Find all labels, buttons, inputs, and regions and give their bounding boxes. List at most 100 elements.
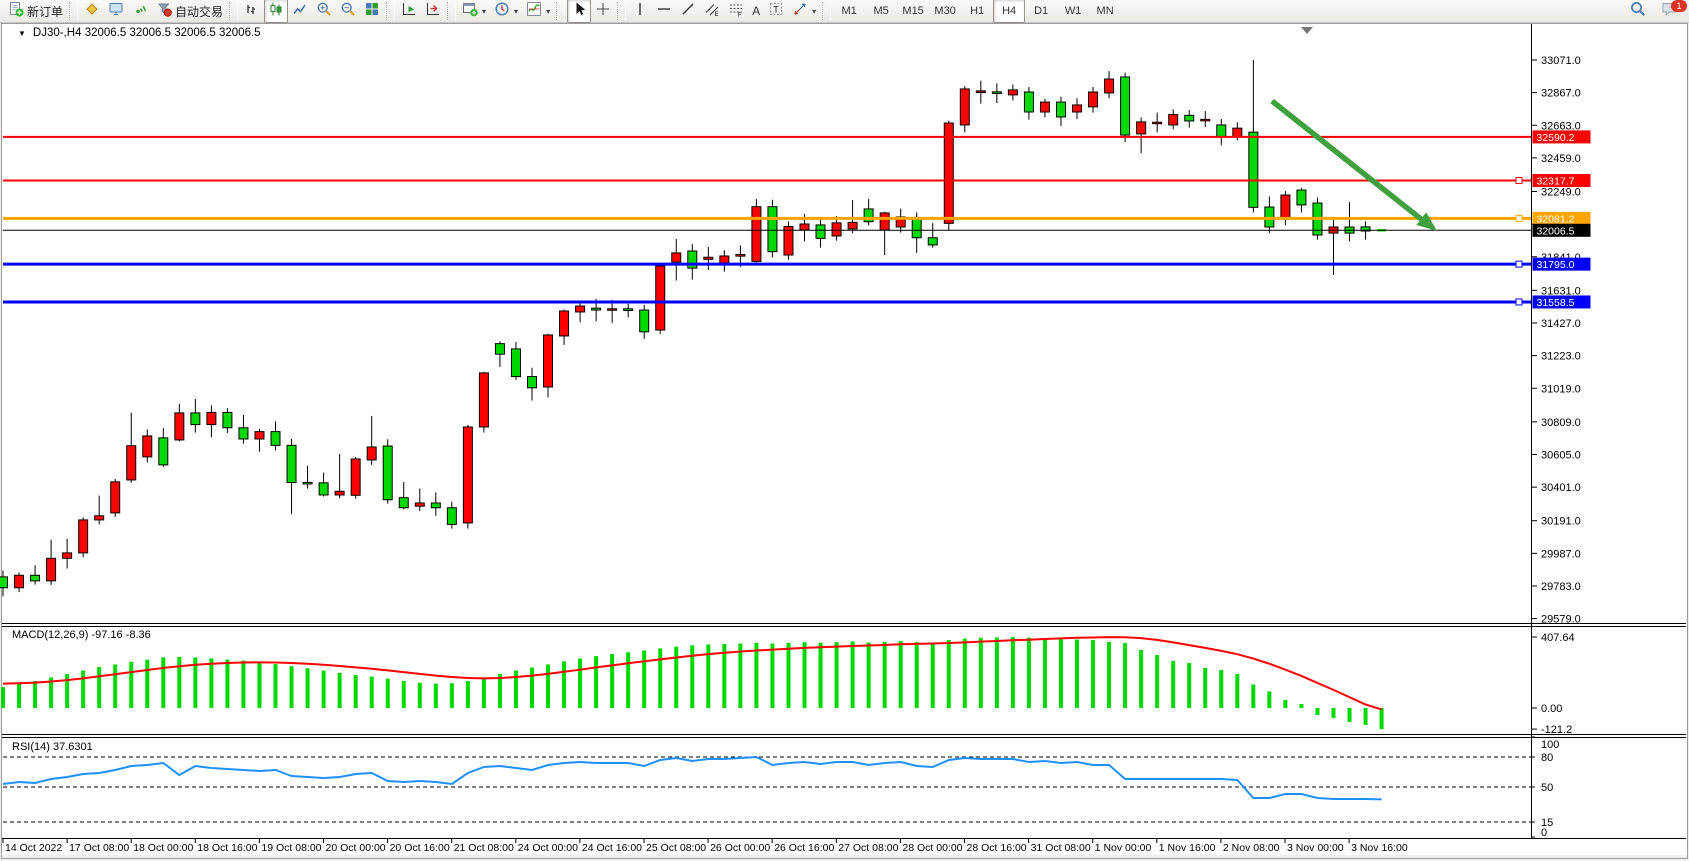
candlestick-chart-button[interactable] <box>264 0 289 23</box>
auto-trading-label: 自动交易 <box>175 4 224 19</box>
price-badge <box>1532 174 1591 188</box>
arrows-tool-button[interactable]: ▾ <box>788 0 820 23</box>
hline-handle[interactable] <box>1515 260 1523 268</box>
auto-trading-button[interactable]: 自动交易 <box>152 0 227 23</box>
svg-text:T: T <box>773 4 779 14</box>
svg-text:30605.0: 30605.0 <box>1541 449 1581 461</box>
chart-shift-button[interactable] <box>421 0 445 23</box>
svg-text:30401.0: 30401.0 <box>1541 482 1581 494</box>
timeframe-button-M5[interactable]: M5 <box>873 5 889 17</box>
trendline-tool-button[interactable] <box>676 0 700 23</box>
auto-scroll-icon <box>401 1 417 22</box>
text-label-tool-button[interactable]: T <box>764 0 788 23</box>
hline-handle[interactable] <box>1515 214 1523 222</box>
svg-text:33071.0: 33071.0 <box>1541 55 1581 67</box>
web-terminal-button[interactable] <box>104 0 128 23</box>
tile-windows-button[interactable] <box>360 0 384 23</box>
bar-chart-icon <box>244 1 260 22</box>
time-axis[interactable]: 14 Oct 2022 17 Oct 08:00 18 Oct 00:00 18 Oc… <box>2 839 1408 854</box>
line-chart-icon <box>292 1 308 22</box>
equidistant-channel-tool-button[interactable]: E <box>700 0 724 23</box>
notifications-button[interactable]: 1 <box>1657 0 1687 24</box>
chevron-down-icon: ▾ <box>514 6 519 16</box>
text-tool-button[interactable]: A <box>748 0 764 23</box>
svg-text:31795.0: 31795.0 <box>1537 259 1575 271</box>
svg-text:18 Oct 16:00: 18 Oct 16:00 <box>197 842 257 854</box>
timeframe-button-D1[interactable]: D1 <box>1034 5 1049 17</box>
svg-text:32006.5: 32006.5 <box>1537 225 1575 237</box>
chart-shift-marker[interactable] <box>1301 27 1313 34</box>
annotations[interactable] <box>1270 27 1437 231</box>
timeframe-button-W1[interactable]: W1 <box>1064 5 1082 17</box>
macd-indicator-label: MACD(12,26,9) -97.16 -8.36 <box>12 629 151 641</box>
drawn-arrow-head[interactable] <box>1416 212 1437 231</box>
auto-trading-icon <box>156 1 172 22</box>
timeframe-button-M15[interactable]: M15 <box>902 5 924 17</box>
toolbar-grip <box>556 2 566 20</box>
new-chart-button[interactable]: ▾ <box>458 0 490 23</box>
cursor-tool-button[interactable] <box>567 0 592 23</box>
collapse-arrow-icon[interactable]: ▼ <box>18 28 26 38</box>
svg-text:32459.0: 32459.0 <box>1541 153 1581 165</box>
svg-text:0: 0 <box>1541 827 1547 839</box>
auto-scroll-button[interactable] <box>397 0 421 23</box>
hline-handle[interactable] <box>1515 177 1523 185</box>
main-toolbar: 新订单 自动交易 ▾ ▾ <box>0 0 1689 23</box>
toolbar-grip <box>386 2 396 20</box>
svg-text:15: 15 <box>1541 817 1553 829</box>
horizontal-line-tool-button[interactable] <box>652 0 676 23</box>
drawn-arrow[interactable] <box>1270 98 1423 222</box>
zoom-out-button[interactable] <box>336 0 360 23</box>
clock-icon <box>494 1 510 22</box>
toolbar-grip <box>229 2 239 20</box>
hline-handle[interactable] <box>1515 298 1523 306</box>
svg-text:27 Oct 08:00: 27 Oct 08:00 <box>838 842 898 854</box>
new-order-label: 新订单 <box>27 4 64 19</box>
rsi-line <box>2 755 1382 801</box>
tile-windows-icon <box>364 1 380 22</box>
bar-chart-button[interactable] <box>240 0 264 23</box>
toolbar-grip <box>822 2 832 20</box>
vertical-line-tool-button[interactable] <box>628 0 652 23</box>
toolbar-grip <box>617 2 627 20</box>
svg-text:26 Oct 16:00: 26 Oct 16:00 <box>774 842 834 854</box>
chevron-down-icon: ▾ <box>482 6 487 16</box>
svg-text:28 Oct 00:00: 28 Oct 00:00 <box>902 842 962 854</box>
crosshair-icon <box>595 1 611 22</box>
market-button[interactable] <box>80 0 104 23</box>
arrows-icon <box>792 1 808 22</box>
periods-button[interactable]: ▾ <box>490 0 522 23</box>
svg-text:30809.0: 30809.0 <box>1541 417 1581 429</box>
line-chart-button[interactable] <box>288 0 312 23</box>
search-button[interactable] <box>1625 0 1651 24</box>
crosshair-tool-button[interactable] <box>591 0 615 23</box>
new-order-button[interactable]: 新订单 <box>4 0 67 23</box>
timeframe-button-H4[interactable]: H4 <box>993 0 1026 23</box>
svg-text:20 Oct 16:00: 20 Oct 16:00 <box>390 842 450 854</box>
web-terminal-icon <box>108 1 124 22</box>
timeframe-button-MN[interactable]: MN <box>1096 5 1114 17</box>
timeframe-button-M30[interactable]: M30 <box>934 5 956 17</box>
indicators-button[interactable]: ▾ <box>522 0 554 23</box>
svg-text:25 Oct 08:00: 25 Oct 08:00 <box>646 842 706 854</box>
toolbar-grip <box>447 2 457 20</box>
svg-text:E: E <box>715 12 719 17</box>
timeframe-button-H1[interactable]: H1 <box>970 5 985 17</box>
svg-text:3 Nov 16:00: 3 Nov 16:00 <box>1351 842 1408 854</box>
zoom-in-button[interactable] <box>312 0 336 23</box>
text-tool-icon: A <box>752 4 761 18</box>
horizontal-line-icon <box>656 1 672 22</box>
svg-text:32867.0: 32867.0 <box>1541 88 1581 100</box>
svg-text:28 Oct 16:00: 28 Oct 16:00 <box>967 842 1027 854</box>
signals-button[interactable] <box>128 0 152 23</box>
svg-text:100: 100 <box>1541 739 1559 751</box>
svg-text:29579.0: 29579.0 <box>1541 614 1581 626</box>
timeframe-button-M1[interactable]: M1 <box>841 5 857 17</box>
fibonacci-tool-button[interactable]: F <box>724 0 748 23</box>
svg-text:50: 50 <box>1541 782 1553 794</box>
svg-text:31223.0: 31223.0 <box>1541 351 1581 363</box>
svg-text:F: F <box>738 12 742 17</box>
svg-text:31 Oct 08:00: 31 Oct 08:00 <box>1031 842 1091 854</box>
